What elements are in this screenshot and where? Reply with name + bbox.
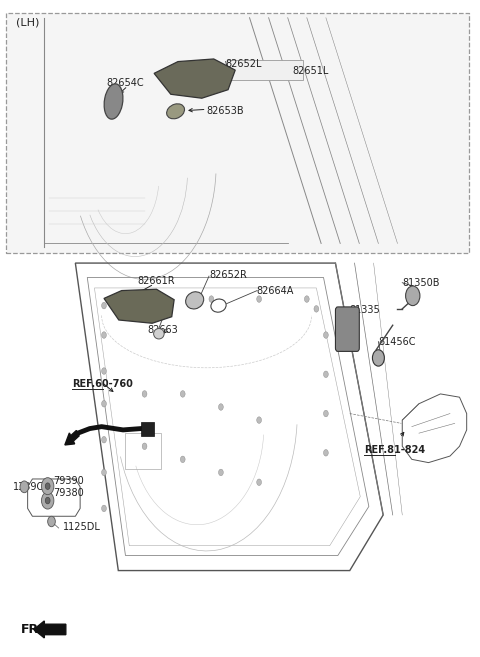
Text: 81350B: 81350B <box>402 278 440 288</box>
Text: FR.: FR. <box>21 623 44 636</box>
Text: 82663: 82663 <box>147 325 178 335</box>
Text: REF.60-760: REF.60-760 <box>72 379 133 389</box>
Text: 82661R: 82661R <box>137 277 175 286</box>
Circle shape <box>45 497 50 504</box>
Circle shape <box>41 478 54 495</box>
Circle shape <box>218 404 223 410</box>
Circle shape <box>102 401 107 407</box>
Circle shape <box>314 306 319 312</box>
Circle shape <box>304 296 309 302</box>
Text: 79380: 79380 <box>53 488 84 499</box>
Circle shape <box>48 516 55 527</box>
Circle shape <box>45 483 50 489</box>
Circle shape <box>324 449 328 456</box>
FancyArrow shape <box>65 430 79 445</box>
FancyBboxPatch shape <box>141 422 154 436</box>
Circle shape <box>180 456 185 463</box>
Polygon shape <box>154 59 235 98</box>
Circle shape <box>257 479 262 486</box>
Text: 1339CC: 1339CC <box>13 482 51 493</box>
Ellipse shape <box>406 286 420 306</box>
FancyBboxPatch shape <box>227 60 303 80</box>
Circle shape <box>257 296 262 302</box>
Text: 82652R: 82652R <box>209 270 247 280</box>
FancyBboxPatch shape <box>6 12 469 253</box>
Circle shape <box>324 410 328 417</box>
Text: 82651L: 82651L <box>292 66 329 76</box>
Text: 81335: 81335 <box>350 306 381 315</box>
Circle shape <box>102 302 107 309</box>
Polygon shape <box>104 289 174 323</box>
Ellipse shape <box>104 84 123 119</box>
FancyBboxPatch shape <box>336 307 360 351</box>
Ellipse shape <box>372 350 384 366</box>
Circle shape <box>152 296 156 302</box>
Circle shape <box>180 391 185 397</box>
Text: 79390: 79390 <box>53 476 84 486</box>
Circle shape <box>102 368 107 374</box>
Circle shape <box>324 371 328 378</box>
Text: 81456C: 81456C <box>378 336 416 347</box>
Text: 82653B: 82653B <box>206 106 244 116</box>
Text: 82652L: 82652L <box>226 58 262 68</box>
Ellipse shape <box>186 292 204 309</box>
Text: (LH): (LH) <box>16 18 39 28</box>
FancyArrow shape <box>34 621 66 638</box>
Circle shape <box>142 391 147 397</box>
Circle shape <box>209 296 214 302</box>
Ellipse shape <box>167 104 184 119</box>
Text: 1125DL: 1125DL <box>62 522 100 532</box>
Circle shape <box>102 469 107 476</box>
Text: 82654C: 82654C <box>107 78 144 88</box>
Circle shape <box>324 332 328 338</box>
Circle shape <box>257 417 262 423</box>
Circle shape <box>41 492 54 509</box>
Circle shape <box>102 332 107 338</box>
Circle shape <box>218 469 223 476</box>
Circle shape <box>20 481 29 493</box>
Circle shape <box>102 436 107 443</box>
Text: REF.81-824: REF.81-824 <box>364 445 425 455</box>
Ellipse shape <box>154 328 164 339</box>
Circle shape <box>142 443 147 449</box>
Circle shape <box>102 505 107 512</box>
Text: 82664A: 82664A <box>257 286 294 296</box>
